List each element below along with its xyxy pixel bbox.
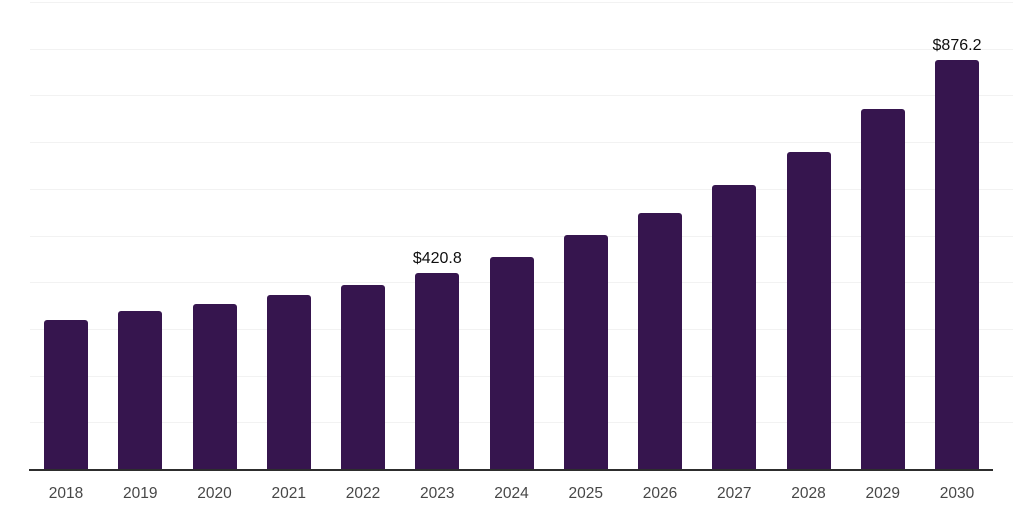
bar-2019	[118, 310, 163, 469]
gridline-900	[30, 48, 1013, 50]
x-tick-label-2025: 2025	[568, 485, 604, 502]
bar-2020	[192, 303, 237, 469]
x-tick-label-2026: 2026	[642, 485, 678, 502]
gridline-700	[30, 142, 1013, 144]
x-tick-label-2019: 2019	[123, 485, 158, 502]
bar-2018	[44, 319, 88, 469]
x-axis-line	[29, 469, 993, 471]
x-tick-label-2028: 2028	[791, 485, 826, 502]
bar-value-label-2030: $876.2	[932, 36, 982, 54]
gridline-600	[30, 188, 1013, 190]
x-tick-label-2023: 2023	[420, 485, 455, 502]
x-tick-label-2027: 2027	[717, 485, 752, 502]
gridline-1000	[30, 2, 1013, 3]
x-tick-label-2030: 2030	[939, 485, 975, 502]
x-tick-label-2021: 2021	[271, 485, 307, 502]
bar-2029	[860, 108, 905, 469]
bar-value-label-2023: $420.8	[412, 249, 462, 267]
x-tick-label-2024: 2024	[494, 485, 529, 502]
x-tick-label-2018: 2018	[48, 485, 84, 502]
bar-2028	[786, 151, 831, 469]
bar-2021	[266, 294, 311, 469]
bar-2025	[563, 234, 608, 469]
gridline-800	[30, 95, 1013, 97]
bar-2024	[489, 256, 534, 469]
x-tick-label-2029: 2029	[865, 485, 901, 502]
bar-2026	[638, 212, 682, 469]
x-tick-label-2020: 2020	[197, 485, 232, 502]
bar-2027	[712, 185, 757, 469]
bar-2030	[935, 59, 979, 469]
x-tick-label-2022: 2022	[345, 485, 381, 502]
gridline-500	[30, 235, 1013, 237]
bar-2023	[415, 272, 460, 469]
bar-2022	[341, 285, 385, 469]
